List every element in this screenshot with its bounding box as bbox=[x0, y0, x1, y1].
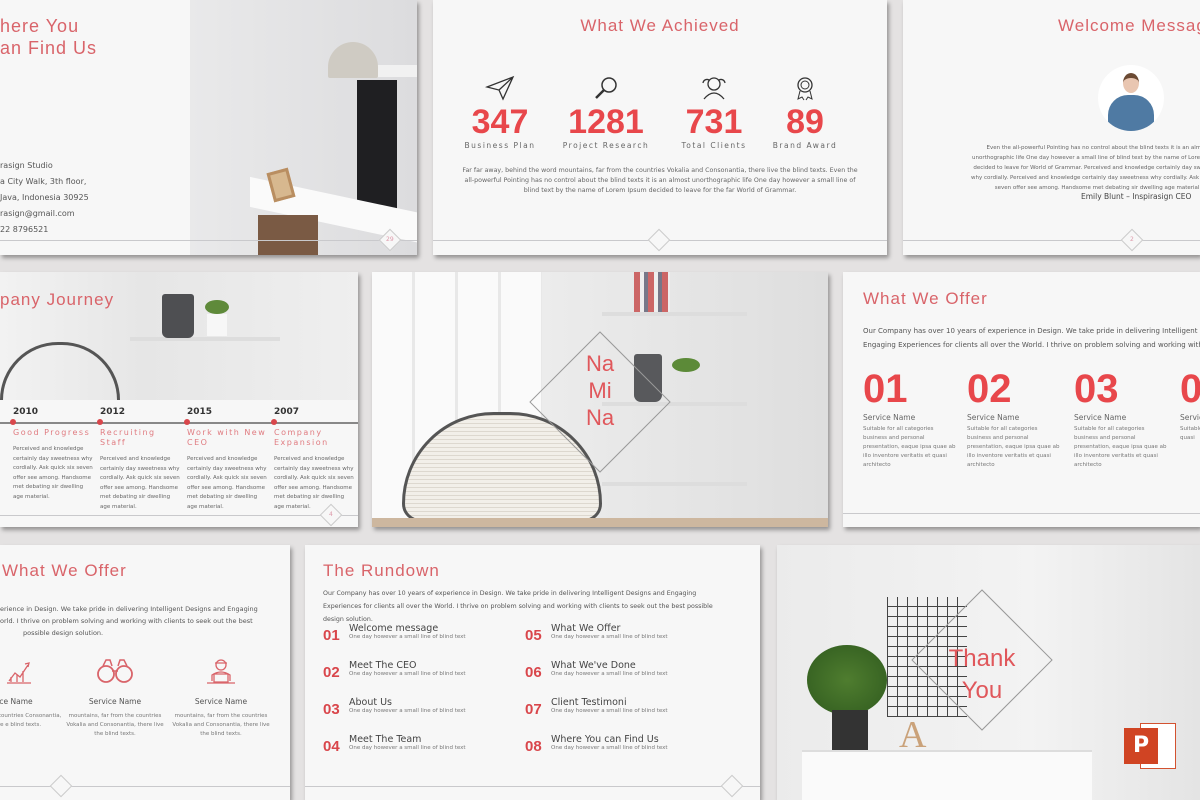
signature: Emily Blunt – Inspirasign CEO bbox=[1081, 192, 1192, 201]
address-line: a City Walk, 3th floor, bbox=[0, 177, 87, 186]
service-item: 0ServicSuitable and pers ipsa qua et qua… bbox=[1180, 367, 1200, 441]
intro-text: Our Company has over 10 years of experie… bbox=[323, 590, 713, 623]
welcome-body: Even the all-powerful Pointing has no co… bbox=[971, 145, 1200, 191]
timeline-dot bbox=[97, 419, 103, 425]
body-text: Far far away, behind the word mountains,… bbox=[462, 167, 858, 194]
timeline-dot bbox=[184, 419, 190, 425]
rundown-item[interactable]: 03 About Us One day however a small line o… bbox=[323, 697, 466, 718]
service-item: ice Namer from the countries Consonantia… bbox=[0, 657, 65, 730]
service-item: Service Name mountains, far from the coun… bbox=[65, 657, 165, 739]
intro-text: Our Company has over 10 years of experie… bbox=[863, 327, 1200, 349]
stat-business-plan: 347 Business Plan bbox=[450, 75, 550, 150]
rundown-item[interactable]: 07 Client Testimoni One day however a smal… bbox=[525, 697, 668, 718]
page-marker bbox=[720, 774, 744, 798]
slide-offer-numbers[interactable]: What We Offer Our Company has over 10 ye… bbox=[843, 272, 1200, 527]
timeline-dot bbox=[271, 419, 277, 425]
interior-photo bbox=[190, 0, 417, 255]
slide-journey[interactable]: pany Journey 2010 Good Progress Perceived … bbox=[0, 272, 358, 527]
title-line: an Find Us bbox=[0, 38, 98, 58]
timeline-dot bbox=[10, 419, 16, 425]
service-item: 01 Service Name Suitable for all categorie… bbox=[863, 367, 956, 468]
users-icon bbox=[702, 77, 726, 100]
wire-grid bbox=[887, 597, 967, 717]
title-line: here You bbox=[0, 16, 80, 36]
page-number: 2 bbox=[1120, 228, 1144, 252]
phone: 22 8796521 bbox=[0, 225, 49, 234]
cover-title: Na Mi Na bbox=[585, 351, 615, 430]
intro-text: erience in Design. We take pride in deli… bbox=[0, 605, 258, 637]
timeline-item: 2010 Good Progress Perceived and knowledge… bbox=[13, 407, 93, 500]
studio-name: rasign Studio bbox=[0, 161, 53, 170]
stat-project-research: 1281 Project Research bbox=[556, 75, 656, 150]
avatar bbox=[1098, 65, 1164, 131]
thank-you-text: Thank You bbox=[948, 645, 1016, 704]
rundown-item[interactable]: 02 Meet The CEO One day however a small li… bbox=[323, 660, 466, 681]
growth-chart-icon bbox=[7, 662, 31, 684]
rundown-item[interactable]: 01 Welcome message One day however a small… bbox=[323, 623, 466, 644]
service-item: Service Name mountains, far from the coun… bbox=[171, 657, 271, 739]
binoculars-icon bbox=[97, 659, 133, 683]
powerpoint-icon: P bbox=[1124, 723, 1176, 769]
timeline-item: 2012 Recruiting Staff Perceived and knowle… bbox=[100, 407, 180, 510]
slide-welcome[interactable]: Welcome Message Even the all-powerful Po… bbox=[903, 0, 1200, 255]
page-marker bbox=[647, 228, 671, 252]
slide-find-us[interactable]: here You an Find Us rasign Studio a City … bbox=[0, 0, 417, 255]
timeline-line bbox=[0, 422, 358, 424]
timeline-item: 2007 Company Expansion Perceived and knowl… bbox=[274, 407, 354, 510]
rundown-item[interactable]: 06 What We've Done One day however a small… bbox=[525, 660, 668, 681]
stat-total-clients: 731 Total Clients bbox=[664, 75, 764, 150]
slide-title: What We Achieved bbox=[580, 16, 740, 35]
rundown-item[interactable]: 04 Meet The Team One day however a small l… bbox=[323, 734, 466, 755]
service-item: 03 Service Name Suitable for all categorie… bbox=[1074, 367, 1167, 468]
service-item: 02 Service Name Suitable for all categorie… bbox=[967, 367, 1060, 468]
letter-a-decor: A bbox=[899, 714, 927, 756]
slide-title: Welcome Message bbox=[1058, 16, 1200, 35]
magnifier-icon bbox=[595, 77, 617, 99]
slide-offer-icons[interactable]: What We Offer erience in Design. We take… bbox=[0, 545, 290, 800]
slide-title: pany Journey bbox=[0, 290, 115, 309]
timeline-item: 2015 Work with New CEO Perceived and knowl… bbox=[187, 407, 267, 510]
slide-title: The Rundown bbox=[323, 561, 440, 580]
slide-title: What We Offer bbox=[2, 561, 127, 580]
award-icon bbox=[797, 77, 813, 101]
plant bbox=[807, 645, 887, 715]
slide-rundown[interactable]: The Rundown Our Company has over 10 year… bbox=[305, 545, 760, 800]
worker-laptop-icon bbox=[207, 659, 235, 684]
slide-cover[interactable]: Na Mi Na bbox=[372, 272, 828, 527]
stat-brand-award: 89 Brand Award bbox=[755, 75, 855, 150]
rundown-item[interactable]: 08 Where You can Find Us One day however a… bbox=[525, 734, 668, 755]
slide-achieved[interactable]: What We Achieved 347 Business Plan 1281 Pr… bbox=[433, 0, 887, 255]
page-marker bbox=[49, 774, 73, 798]
slide-thank-you[interactable]: A Thank You P bbox=[777, 545, 1200, 800]
address-line: Java, Indonesia 30925 bbox=[0, 193, 89, 202]
rundown-item[interactable]: 05 What We Offer One day however a small l… bbox=[525, 623, 668, 644]
shelf-photo bbox=[0, 272, 358, 400]
slide-title: What We Offer bbox=[863, 289, 988, 308]
paper-plane-icon bbox=[485, 75, 515, 101]
email: rasign@gmail.com bbox=[0, 209, 75, 218]
